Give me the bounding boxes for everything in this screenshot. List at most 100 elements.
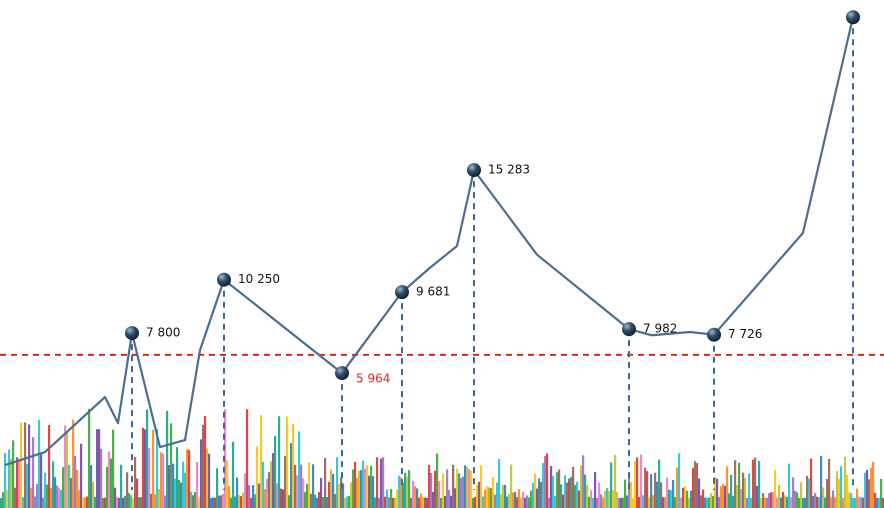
decor-spike <box>22 497 25 508</box>
decor-spike <box>540 482 543 508</box>
decor-spike <box>324 458 327 508</box>
decor-spike <box>18 458 21 508</box>
decor-spike <box>2 492 5 508</box>
decor-spike <box>84 497 87 508</box>
decor-spike <box>348 495 351 508</box>
decor-spike <box>412 480 415 508</box>
decor-spike <box>716 478 719 508</box>
decor-spike <box>598 482 601 508</box>
decor-spike <box>326 497 329 508</box>
decor-spike <box>106 466 109 508</box>
decor-spike <box>34 496 37 508</box>
decor-spike <box>676 467 679 508</box>
decor-spike <box>690 490 693 508</box>
decor-spike <box>128 493 131 508</box>
decor-spike <box>406 476 409 508</box>
decor-spike <box>344 497 347 508</box>
decor-spike <box>816 496 819 508</box>
decor-spike <box>418 497 421 508</box>
decor-spike <box>368 475 371 508</box>
decor-spike <box>82 497 85 508</box>
decor-spike <box>736 485 739 508</box>
decor-spike <box>872 461 875 508</box>
decor-spike <box>566 482 569 508</box>
decor-spike <box>224 409 227 508</box>
value-label: 5 964 <box>356 372 390 386</box>
decor-spike <box>510 464 513 508</box>
decor-spike <box>162 453 165 508</box>
decor-spike <box>754 457 757 508</box>
decor-spike <box>194 492 197 508</box>
decor-spike <box>560 484 563 508</box>
decor-spike <box>352 469 355 508</box>
decor-spike <box>554 496 557 508</box>
decor-spike <box>222 493 225 508</box>
decor-spike <box>180 482 183 508</box>
decor-spike <box>756 486 759 508</box>
decor-spike <box>300 464 303 508</box>
decor-spike <box>562 494 565 508</box>
decor-spike <box>466 466 469 508</box>
decor-spike <box>702 489 705 508</box>
point-marker <box>125 326 139 341</box>
decor-spike <box>384 496 387 508</box>
decor-spike <box>274 435 277 508</box>
decor-spike <box>318 492 321 508</box>
decor-spike <box>316 497 319 508</box>
decor-spike <box>140 496 143 508</box>
decor-spike <box>632 497 635 508</box>
decor-spike <box>882 497 884 508</box>
decor-spike <box>32 437 35 508</box>
decor-spike <box>432 491 435 508</box>
decor-spike <box>174 478 177 508</box>
decor-spike <box>114 487 117 508</box>
decor-spike <box>552 475 555 508</box>
decor-spike <box>422 496 425 508</box>
decor-spike <box>838 478 841 508</box>
decor-spike <box>876 497 879 508</box>
decor-spike <box>528 497 531 508</box>
decor-spike <box>800 482 803 508</box>
decor-spike <box>588 496 591 508</box>
decor-spike <box>402 482 405 508</box>
decor-spike <box>572 466 575 508</box>
decor-spike <box>592 497 595 508</box>
decor-spike <box>522 491 525 508</box>
decor-spike <box>78 490 81 508</box>
decor-spike <box>268 472 271 508</box>
decor-spike <box>798 497 801 508</box>
decor-spike <box>852 497 855 508</box>
decor-spike <box>682 487 685 508</box>
decor-spike <box>40 453 43 508</box>
decor-spike <box>622 497 625 508</box>
decor-spike <box>308 462 311 508</box>
decor-spike <box>772 492 775 508</box>
decor-spike <box>864 472 867 508</box>
point-marker <box>467 163 481 178</box>
decor-spike <box>550 466 553 508</box>
decor-spike <box>4 453 7 508</box>
decor-spike <box>280 488 283 508</box>
decor-spike <box>372 476 375 508</box>
decor-spike <box>642 495 645 508</box>
decor-spike <box>706 497 709 508</box>
decor-spike <box>26 463 29 508</box>
decor-spike <box>146 409 149 508</box>
decor-spike <box>158 488 161 508</box>
decor-spike <box>124 495 127 508</box>
decor-spike <box>342 483 345 508</box>
decor-spike <box>548 497 551 508</box>
decor-spike <box>358 471 361 508</box>
decor-spike <box>768 492 771 508</box>
decor-spike <box>500 494 503 508</box>
decor-spike <box>626 495 629 508</box>
decor-spike <box>866 469 869 508</box>
decor-spike <box>16 457 19 508</box>
decor-spike <box>208 453 211 508</box>
decor-spike <box>478 481 481 508</box>
decor-spike <box>354 461 357 508</box>
decor-spike <box>400 477 403 508</box>
decor-spike <box>66 432 69 508</box>
decor-spike <box>596 497 599 508</box>
decor-spike <box>832 490 835 508</box>
